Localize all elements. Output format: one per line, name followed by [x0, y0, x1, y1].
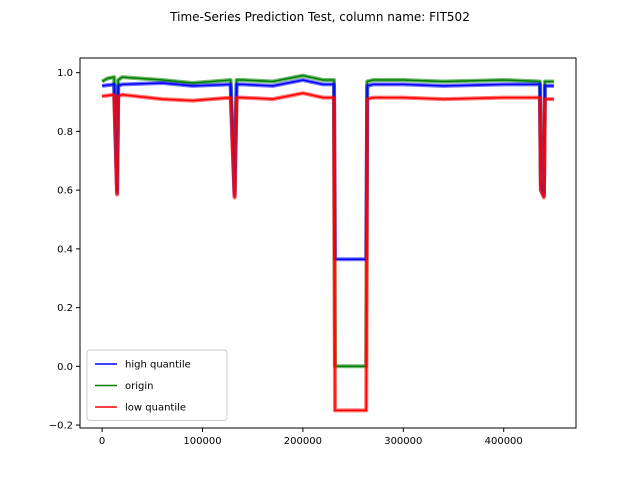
- y-tick-label: 0.0: [57, 362, 73, 373]
- y-tick-label: 0.2: [57, 303, 73, 314]
- legend-label: low quantile: [125, 403, 186, 414]
- series-line-origin: [101, 74, 554, 368]
- series-band-high-quantile: [101, 78, 554, 262]
- y-axis: −0.2 0.0 0.2 0.4 0.6 0.8 1.0: [49, 68, 80, 432]
- x-tick-label: 300000: [384, 436, 422, 447]
- y-tick-label: 1.0: [57, 68, 73, 79]
- series-band-low-quantile: [101, 91, 554, 413]
- axes-frame: [79, 57, 577, 429]
- y-tick-label: 0.6: [57, 186, 73, 197]
- x-tick-label: 0: [99, 436, 105, 447]
- x-tick-label: 400000: [485, 436, 523, 447]
- y-tick-label: −0.2: [49, 421, 73, 432]
- series-band-origin: [101, 73, 554, 369]
- legend-label: origin: [125, 381, 153, 392]
- legend-label: high quantile: [125, 360, 191, 371]
- x-tick-label: 200000: [284, 436, 322, 447]
- plot-series: [101, 73, 554, 413]
- y-tick-label: 0.8: [57, 127, 73, 138]
- x-axis: 0 100000 200000 300000 400000: [99, 428, 523, 447]
- legend-box: [86, 349, 228, 421]
- legend: high quantile origin low quantile: [86, 349, 228, 421]
- series-line-high-quantile: [102, 79, 554, 260]
- chart-title: Time-Series Prediction Test, column name…: [169, 10, 470, 24]
- y-tick-label: 0.4: [57, 244, 73, 255]
- x-tick-label: 100000: [183, 436, 221, 447]
